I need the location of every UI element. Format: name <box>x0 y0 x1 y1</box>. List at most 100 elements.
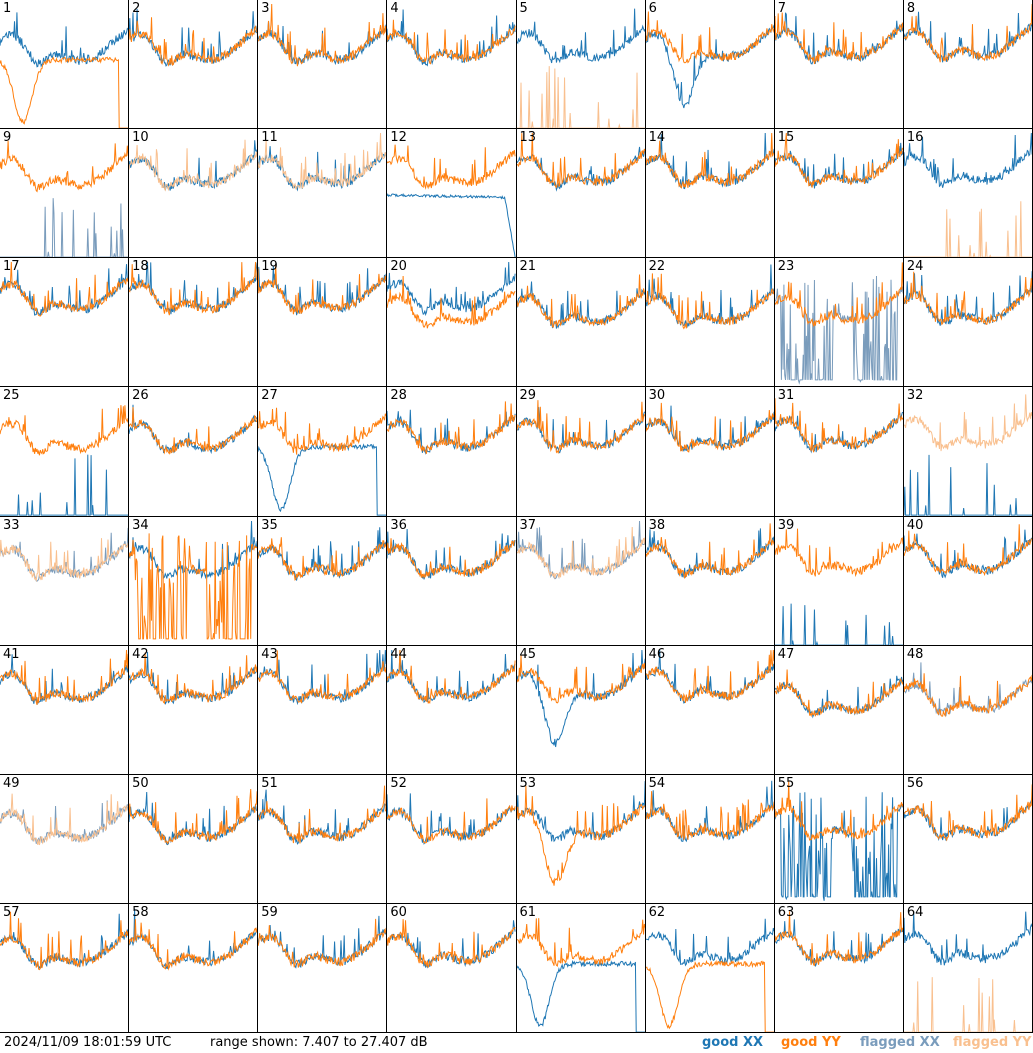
panel-63: 63 <box>774 903 904 1033</box>
panel-plot <box>129 908 258 971</box>
panel-number: 61 <box>519 904 537 920</box>
series-yy-line <box>129 139 258 192</box>
panel-number: 48 <box>906 646 924 662</box>
panel-21: 21 <box>516 258 646 388</box>
panel-number: 56 <box>906 775 924 791</box>
series-xx-line <box>0 455 129 516</box>
panel-56: 56 <box>903 774 1033 904</box>
panel-10: 10 <box>129 129 259 259</box>
series-xx-line <box>774 276 903 386</box>
series-yy-line <box>645 790 774 840</box>
panel-38: 38 <box>645 516 775 646</box>
panel-plot <box>129 262 258 316</box>
series-yy-line <box>0 56 129 129</box>
legend-flagged-xx: flagged XX <box>860 1035 940 1050</box>
series-yy-line <box>129 532 258 640</box>
series-xx-line <box>516 649 645 747</box>
series-yy-line <box>903 523 1032 576</box>
panel-plot <box>516 274 645 329</box>
series-yy-line <box>0 911 129 971</box>
panel-48: 48 <box>903 645 1033 775</box>
series-yy-line <box>516 785 645 886</box>
panel-number: 11 <box>261 130 278 146</box>
series-xx-line <box>129 405 258 455</box>
series-yy-line <box>387 649 516 704</box>
panel-plot <box>516 400 645 455</box>
panel-52: 52 <box>387 774 517 904</box>
panel-number: 19 <box>261 259 278 275</box>
series-yy-line <box>903 672 1032 717</box>
panel-number: 24 <box>906 259 924 275</box>
panel-51: 51 <box>258 774 388 904</box>
panel-9: 9 <box>0 129 130 259</box>
panel-37: 37 <box>516 516 646 646</box>
panel-plot <box>387 401 516 456</box>
series-yy-line <box>516 66 645 129</box>
panel-27: 27 <box>258 387 388 517</box>
panel-number: 27 <box>261 388 278 404</box>
panel-number: 26 <box>132 388 149 404</box>
panel-number: 37 <box>519 517 537 533</box>
panel-plot <box>774 528 903 645</box>
panel-number: 45 <box>519 646 537 662</box>
panel-number: 36 <box>390 517 407 533</box>
panel-plot <box>387 528 516 579</box>
panel-number: 13 <box>519 130 537 146</box>
panel-26: 26 <box>129 387 259 517</box>
panel-plot <box>903 911 1032 1032</box>
series-yy-line <box>903 201 1032 258</box>
panel-54: 54 <box>645 774 775 904</box>
panel-17: 17 <box>0 258 130 388</box>
series-xx-line <box>0 12 129 68</box>
panel-plot <box>129 405 258 456</box>
panel-45: 45 <box>516 645 646 775</box>
series-xx-line <box>903 11 1032 63</box>
series-yy-line <box>516 274 645 329</box>
panel-plot <box>903 133 1032 258</box>
panel-number: 54 <box>648 775 666 791</box>
panel-plot <box>774 262 903 386</box>
panel-number: 1 <box>3 1 12 16</box>
panel-number: 33 <box>3 517 20 533</box>
panel-number: 51 <box>261 775 278 791</box>
panel-28: 28 <box>387 387 517 517</box>
panel-number: 40 <box>906 517 924 533</box>
panel-40: 40 <box>903 516 1033 646</box>
panel-61: 61 <box>516 903 646 1033</box>
panel-plot <box>0 262 129 317</box>
panel-plot <box>774 781 903 901</box>
panel-41: 41 <box>0 645 130 775</box>
panel-19: 19 <box>258 258 388 388</box>
panel-number: 57 <box>3 904 20 920</box>
panel-plot <box>129 520 258 640</box>
panel-15: 15 <box>774 129 904 259</box>
series-yy-line <box>774 133 903 188</box>
panel-number: 15 <box>777 130 795 146</box>
series-yy-line <box>129 652 258 704</box>
panel-number: 4 <box>390 1 399 16</box>
series-xx-line <box>516 780 645 843</box>
series-xx-line <box>129 520 258 579</box>
series-yy-line <box>903 394 1032 452</box>
series-yy-line <box>516 133 645 189</box>
panel-number: 63 <box>777 904 795 920</box>
panel-plot <box>774 133 903 189</box>
series-yy-line <box>903 977 1032 1032</box>
series-yy-line <box>774 262 903 327</box>
series-yy-line <box>129 407 258 456</box>
panel-30: 30 <box>645 387 775 517</box>
series-yy-line <box>0 405 129 456</box>
series-yy-line <box>516 400 645 455</box>
panel-3: 3 <box>258 0 388 130</box>
series-xx-line <box>129 8 258 67</box>
series-yy-line <box>387 798 516 844</box>
panel-number: 49 <box>3 775 20 791</box>
series-yy-line <box>258 918 387 968</box>
series-xx-line <box>903 911 1032 966</box>
panel-number: 58 <box>132 904 149 920</box>
series-yy-line <box>387 537 516 579</box>
series-yy-line <box>516 526 645 579</box>
series-xx-line <box>0 198 129 258</box>
panel-33: 33 <box>0 516 130 646</box>
series-xx-line <box>903 133 1032 189</box>
